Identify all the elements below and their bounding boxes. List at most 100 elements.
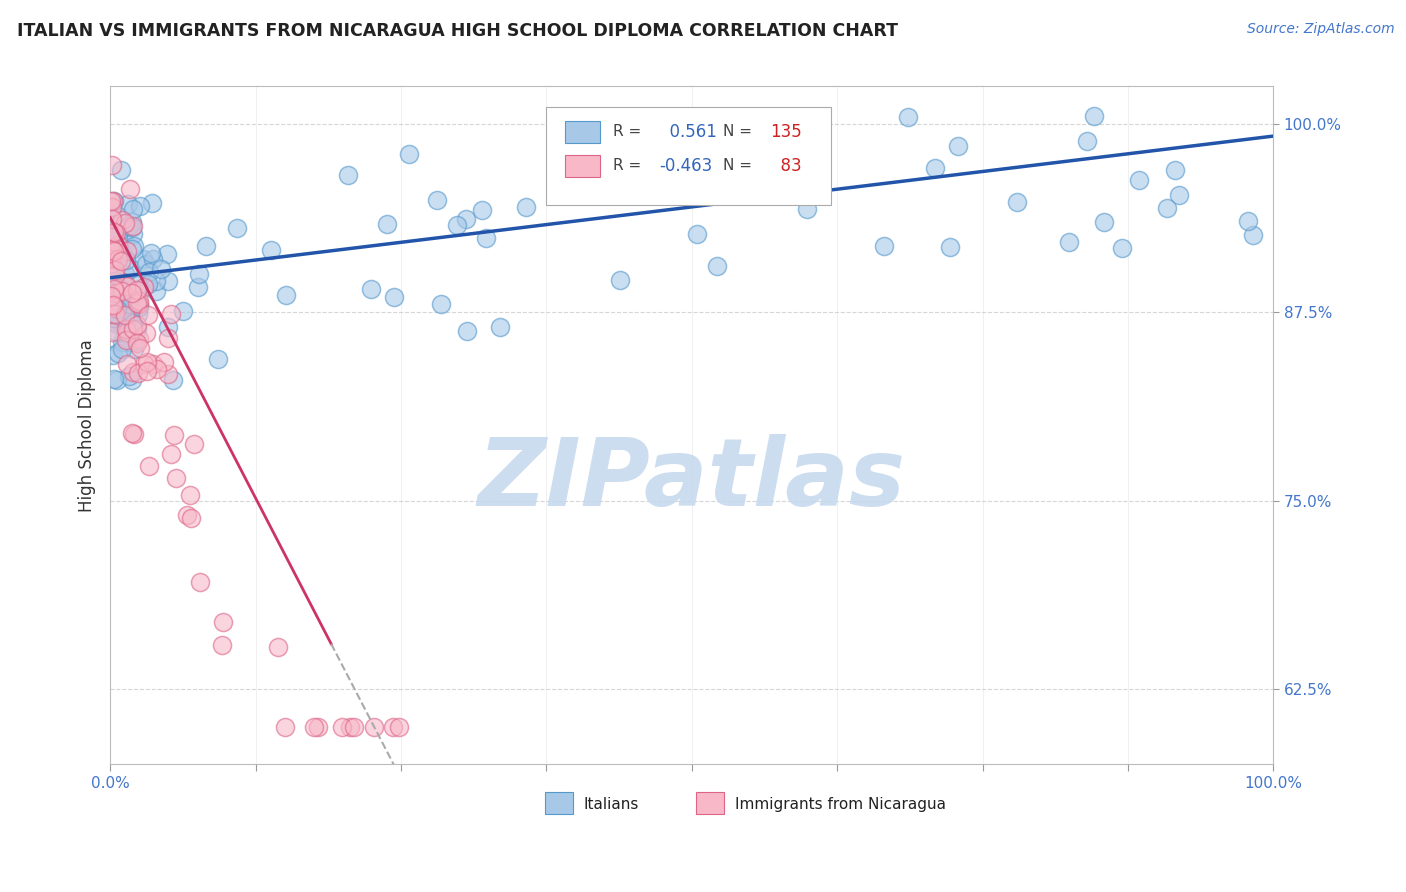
Point [121, 242, 143, 256]
Point [454, 211, 477, 226]
Point [117, 297, 139, 311]
Point [105, 308, 128, 322]
Point [157, 273, 180, 287]
Point [100, 299, 122, 313]
Point [138, 277, 160, 291]
Point [162, 373, 184, 387]
Point [127, 336, 149, 351]
Point [105, 317, 128, 331]
Point [105, 301, 128, 315]
Point [211, 638, 233, 652]
Point [128, 296, 150, 310]
Point [105, 302, 128, 317]
Point [104, 241, 127, 255]
Point [136, 309, 159, 323]
Point [114, 236, 136, 251]
Point [136, 355, 159, 369]
Point [1156, 202, 1178, 216]
Point [101, 325, 124, 339]
Point [194, 239, 217, 253]
Point [139, 246, 162, 260]
Point [125, 283, 148, 297]
Point [121, 373, 143, 387]
Point [100, 252, 122, 266]
Point [111, 334, 134, 349]
Point [122, 239, 145, 253]
Point [363, 720, 385, 734]
Point [110, 280, 132, 294]
Point [114, 322, 136, 336]
Text: Source: ZipAtlas.com: Source: ZipAtlas.com [1247, 22, 1395, 37]
Point [104, 263, 127, 277]
Point [107, 237, 129, 252]
Point [110, 223, 132, 237]
Point [783, 153, 806, 167]
Point [118, 182, 141, 196]
Point [772, 180, 794, 194]
Point [163, 428, 186, 442]
Point [107, 346, 129, 360]
Point [122, 316, 145, 330]
Point [104, 278, 127, 293]
Point [127, 307, 149, 321]
Point [157, 367, 180, 381]
FancyBboxPatch shape [696, 792, 724, 814]
Point [706, 259, 728, 273]
Point [135, 326, 157, 340]
Point [475, 231, 498, 245]
Point [1241, 227, 1264, 242]
Point [111, 304, 134, 318]
Point [267, 640, 290, 654]
Point [101, 194, 124, 209]
Text: Immigrants from Nicaragua: Immigrants from Nicaragua [735, 797, 946, 812]
Point [1236, 213, 1258, 227]
Point [121, 285, 143, 300]
Point [172, 303, 194, 318]
Point [330, 720, 353, 734]
Point [117, 197, 139, 211]
Point [796, 202, 818, 217]
Point [103, 298, 125, 312]
Point [456, 324, 478, 338]
Point [103, 293, 125, 307]
Point [179, 488, 201, 502]
Point [104, 227, 127, 241]
Point [225, 220, 247, 235]
Point [100, 194, 122, 209]
Point [337, 168, 360, 182]
Point [122, 342, 145, 356]
Point [115, 278, 138, 293]
Point [114, 216, 136, 230]
Point [686, 227, 709, 241]
Point [122, 219, 145, 233]
Y-axis label: High School Diploma: High School Diploma [79, 339, 96, 512]
Point [101, 227, 124, 242]
Point [100, 289, 122, 303]
Point [107, 230, 129, 244]
Point [121, 227, 143, 242]
Point [104, 268, 127, 283]
Point [118, 260, 141, 275]
Point [121, 426, 143, 441]
Point [141, 196, 163, 211]
FancyBboxPatch shape [565, 155, 600, 178]
Point [924, 161, 946, 176]
Point [122, 202, 145, 216]
Point [125, 295, 148, 310]
Point [121, 215, 143, 229]
Point [101, 223, 124, 237]
Point [111, 282, 134, 296]
Point [446, 218, 468, 232]
Point [938, 240, 960, 254]
Point [1163, 163, 1185, 178]
Point [426, 193, 449, 207]
Point [136, 364, 159, 378]
Point [115, 252, 138, 267]
Point [1059, 235, 1081, 250]
Point [128, 300, 150, 314]
Text: R =: R = [613, 158, 641, 173]
Point [103, 286, 125, 301]
Point [176, 508, 198, 522]
Point [100, 257, 122, 271]
Point [188, 575, 211, 590]
